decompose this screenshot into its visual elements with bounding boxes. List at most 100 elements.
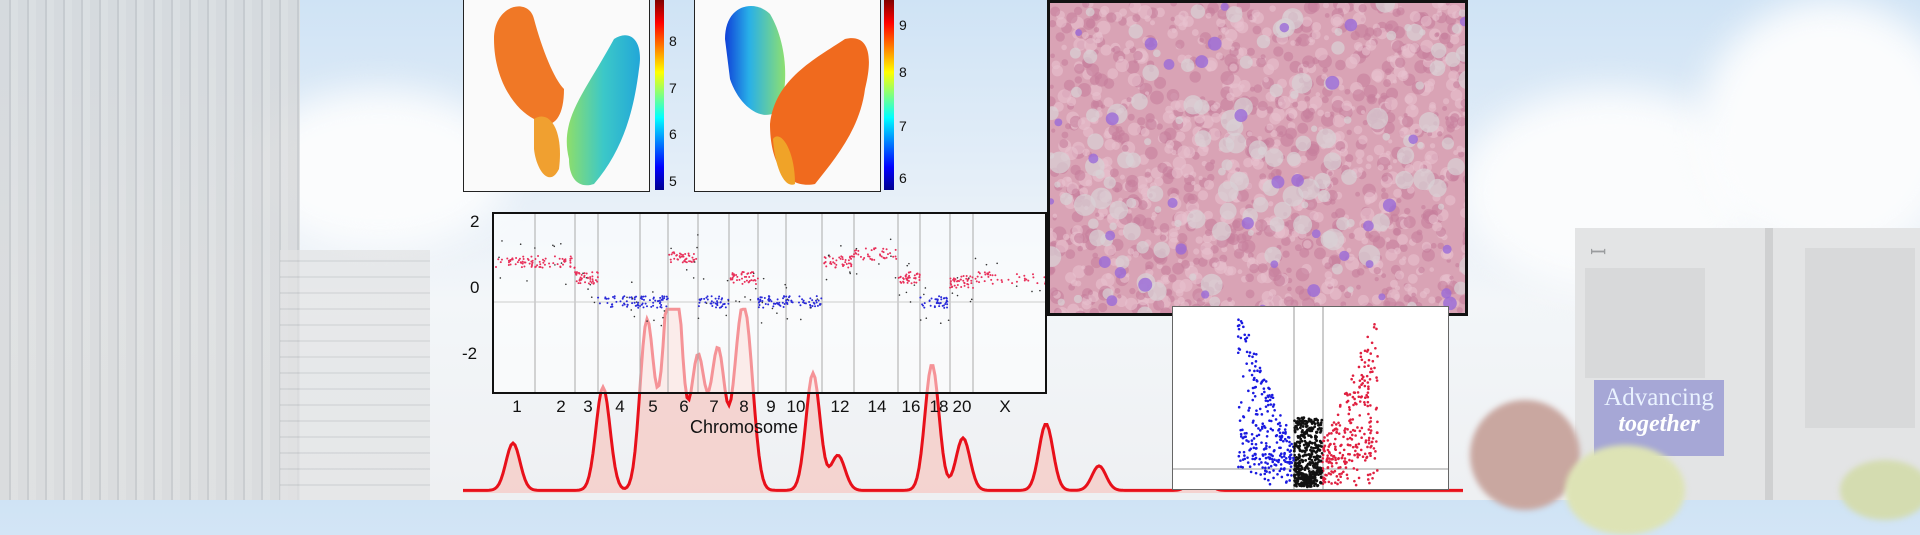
cnv-point — [798, 301, 800, 303]
volcano-point — [1246, 336, 1249, 339]
volcano-point — [1285, 457, 1288, 460]
cnv-point — [576, 280, 578, 282]
volcano-point — [1241, 322, 1244, 325]
tissue-cell — [1459, 295, 1468, 304]
nucleus — [1383, 199, 1396, 212]
tissue-cell — [1466, 26, 1468, 31]
tissue-cell — [1356, 158, 1362, 164]
volcano-point — [1255, 424, 1258, 427]
tissue-cell — [1432, 222, 1442, 232]
cnv-point — [762, 302, 764, 304]
tissue-cell — [1393, 159, 1397, 163]
tissue-cell — [1463, 112, 1467, 116]
cnv-point — [571, 257, 573, 259]
volcano-point — [1305, 420, 1308, 423]
tissue-cell — [1248, 257, 1255, 264]
tissue-cell — [1198, 190, 1208, 200]
tissue-space — [1088, 218, 1099, 229]
colorbar-left — [655, 0, 664, 190]
tissue-cell — [1061, 45, 1067, 51]
volcano-point — [1346, 473, 1349, 476]
cnv-point — [528, 259, 530, 261]
tissue-space — [1212, 222, 1231, 241]
cnv-point — [593, 283, 595, 285]
volcano-point — [1360, 436, 1363, 439]
cnv-point — [659, 297, 661, 299]
colorbar-left-tick: 6 — [669, 126, 677, 142]
volcano-point — [1368, 421, 1371, 424]
nucleus — [1280, 23, 1289, 32]
volcano-point — [1270, 427, 1273, 430]
tissue-cell — [1171, 150, 1176, 155]
volcano-point — [1302, 455, 1305, 458]
volcano-point — [1344, 457, 1347, 460]
tissue-cell — [1231, 228, 1236, 233]
volcano-point — [1324, 474, 1327, 477]
volcano-point — [1333, 428, 1336, 431]
tissue-space — [1324, 152, 1342, 170]
cnv-point — [652, 302, 654, 304]
cnv-point — [707, 298, 709, 300]
cnv-point — [804, 302, 806, 304]
cnv-point — [548, 262, 550, 264]
volcano-point — [1352, 446, 1355, 449]
tissue-cell — [1324, 35, 1329, 40]
tissue-space — [1249, 140, 1268, 159]
volcano-point — [1255, 457, 1258, 460]
cnv-point — [817, 298, 819, 300]
cnv-point — [825, 265, 827, 267]
tissue-cell — [1297, 206, 1302, 211]
cnv-point — [623, 303, 625, 305]
cnv-point — [841, 263, 843, 265]
cnv-point — [660, 304, 662, 306]
volcano-point — [1348, 459, 1351, 462]
tissue-cell — [1137, 117, 1145, 125]
cnv-point — [557, 263, 559, 265]
tissue-cell — [1229, 64, 1237, 72]
tissue-cell — [1180, 279, 1193, 292]
volcano-point — [1361, 358, 1364, 361]
cnv-point — [964, 285, 966, 287]
cnv-point — [899, 276, 901, 278]
volcano-point — [1370, 441, 1373, 444]
tissue-cell — [1304, 96, 1310, 102]
cnv-point — [934, 305, 936, 307]
cnv-point — [918, 276, 920, 278]
cnv-point — [779, 305, 781, 307]
cnv-point — [635, 305, 637, 307]
tissue-cell — [1184, 173, 1189, 178]
cnv-point — [906, 265, 908, 267]
volcano-point — [1272, 477, 1275, 480]
cnv-point — [716, 304, 718, 306]
volcano-point — [1240, 337, 1243, 340]
volcano-point — [1293, 473, 1296, 476]
tissue-cell — [1258, 263, 1268, 273]
tissue-cell — [1347, 248, 1352, 253]
tissue-cell — [1418, 267, 1424, 273]
cnv-point — [629, 297, 631, 299]
volcano-point — [1266, 462, 1269, 465]
cnv-point — [604, 296, 606, 298]
volcano-point — [1352, 374, 1355, 377]
cnv-point — [882, 248, 884, 250]
volcano-point — [1319, 481, 1322, 484]
tissue-cell — [1229, 83, 1243, 97]
cnv-point — [646, 305, 648, 307]
volcano-point — [1369, 432, 1372, 435]
tissue-cell — [1177, 233, 1187, 243]
volcano-point — [1337, 479, 1340, 482]
cnv-point — [867, 253, 869, 255]
volcano-point — [1294, 477, 1297, 480]
tissue-cell — [1050, 20, 1056, 27]
cnv-point — [784, 303, 786, 305]
cnv-point — [847, 266, 849, 268]
cnv-point — [575, 274, 577, 276]
volcano-point — [1259, 370, 1262, 373]
volcano-point — [1250, 471, 1253, 474]
cnv-point — [591, 296, 593, 298]
volcano-point — [1313, 425, 1316, 428]
cnv-point — [905, 274, 907, 276]
tissue-cell — [1349, 53, 1360, 64]
tissue-cell — [1279, 102, 1283, 106]
cnv-point — [654, 300, 656, 302]
